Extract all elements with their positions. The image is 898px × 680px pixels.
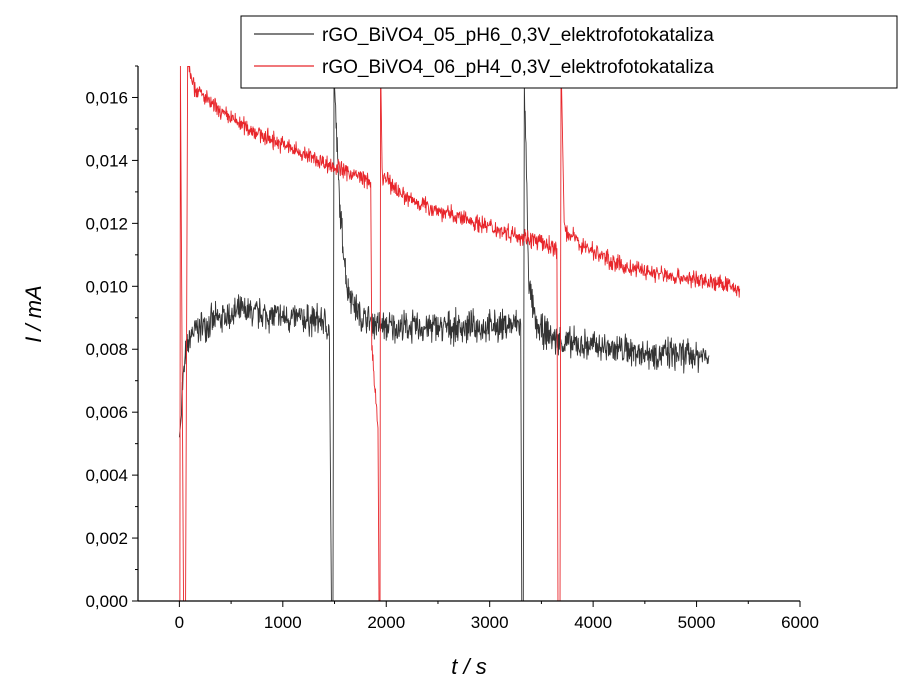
series-layer: [178, 66, 741, 601]
y-tick-label: 0,006: [85, 403, 128, 422]
y-tick-label: 0,008: [85, 340, 128, 359]
x-tick-label: 5000: [678, 613, 716, 632]
y-tick-label: 0,000: [85, 592, 128, 611]
x-tick-label: 2000: [367, 613, 405, 632]
legend: rGO_BiVO4_05_pH6_0,3V_elektrofotokataliz…: [240, 15, 898, 89]
y-axis-title: I / mA: [21, 285, 46, 342]
x-tick-label: 4000: [574, 613, 612, 632]
y-tick-label: 0,014: [85, 151, 128, 170]
legend-box: [240, 15, 898, 89]
y-tick-label: 0,002: [85, 529, 128, 548]
x-tick-label: 1000: [264, 613, 302, 632]
axes-layer: [137, 66, 800, 602]
x-axis-title: t / s: [451, 654, 486, 679]
x-tick-label: 3000: [471, 613, 509, 632]
x-tick-label: 6000: [781, 613, 819, 632]
y-tick-label: 0,010: [85, 277, 128, 296]
legend-label-2: rGO_BiVO4_06_pH4_0,3V_elektrofotokataliz…: [322, 57, 714, 78]
y-tick-label: 0,012: [85, 214, 128, 233]
legend-label-1: rGO_BiVO4_05_pH6_0,3V_elektrofotokataliz…: [322, 25, 714, 46]
y-tick-label: 0,016: [85, 88, 128, 107]
ticks-layer: 0 1000 2000 3000 4000 5000 6000 0,000 0,002 0,004…: [85, 65, 819, 632]
y-tick-label: 0,004: [85, 466, 128, 485]
x-tick-label: 0: [175, 613, 184, 632]
series-line-1: [178, 80, 710, 601]
series-line-2: [178, 66, 741, 601]
